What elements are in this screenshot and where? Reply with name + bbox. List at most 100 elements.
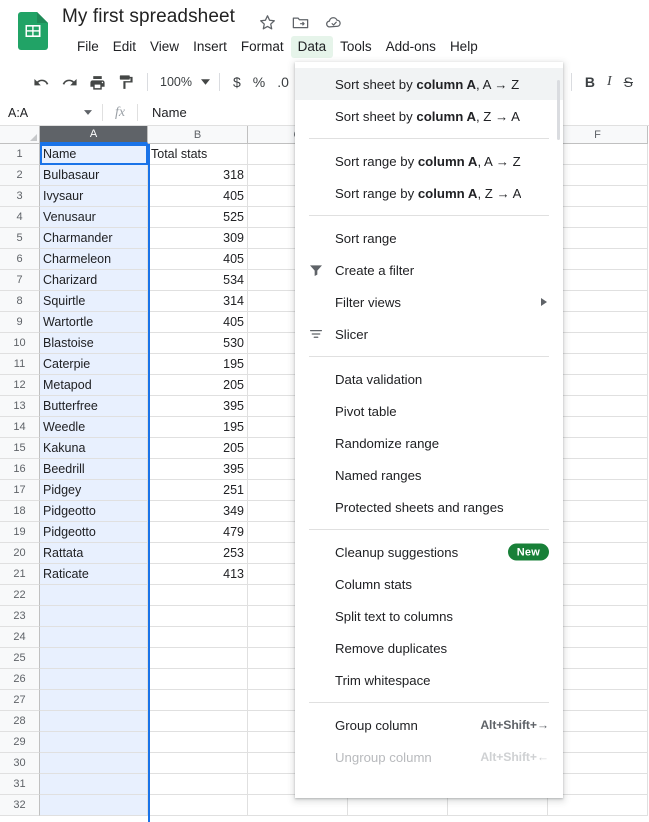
cell-F32[interactable] — [548, 795, 648, 816]
cell-A6[interactable]: Charmeleon — [40, 249, 148, 270]
row-header-17[interactable]: 17 — [0, 480, 40, 501]
bold-button[interactable]: B — [584, 74, 595, 90]
cell-B23[interactable] — [148, 606, 248, 627]
cell-B29[interactable] — [148, 732, 248, 753]
cell-F3[interactable] — [548, 186, 648, 207]
row-header-31[interactable]: 31 — [0, 774, 40, 795]
cell-F20[interactable] — [548, 543, 648, 564]
menu-item-pivot-table[interactable]: Pivot table — [295, 395, 563, 427]
cell-B22[interactable] — [148, 585, 248, 606]
cell-F28[interactable] — [548, 711, 648, 732]
cell-F9[interactable] — [548, 312, 648, 333]
menu-data[interactable]: Data — [290, 36, 334, 58]
cell-B12[interactable]: 205 — [148, 375, 248, 396]
menu-item-named-ranges[interactable]: Named ranges — [295, 459, 563, 491]
cell-C32[interactable] — [248, 795, 348, 816]
row-header-20[interactable]: 20 — [0, 543, 40, 564]
row-header-27[interactable]: 27 — [0, 690, 40, 711]
cell-B16[interactable]: 395 — [148, 459, 248, 480]
undo-icon[interactable] — [28, 69, 54, 95]
menu-item-sort-sheet-by-column-a-desc[interactable]: Sort sheet by column A, Z → A — [295, 100, 563, 132]
cell-B10[interactable]: 530 — [148, 333, 248, 354]
cell-B32[interactable] — [148, 795, 248, 816]
cell-F4[interactable] — [548, 207, 648, 228]
cell-A1[interactable]: Name — [40, 144, 148, 165]
row-header-25[interactable]: 25 — [0, 648, 40, 669]
menu-item-slicer[interactable]: Slicer — [295, 318, 563, 350]
cell-F21[interactable] — [548, 564, 648, 585]
currency-format-button[interactable]: $ — [233, 74, 241, 90]
star-icon[interactable] — [258, 13, 277, 32]
row-header-23[interactable]: 23 — [0, 606, 40, 627]
menu-item-data-validation[interactable]: Data validation — [295, 363, 563, 395]
row-header-16[interactable]: 16 — [0, 459, 40, 480]
cell-F24[interactable] — [548, 627, 648, 648]
cell-B2[interactable]: 318 — [148, 165, 248, 186]
document-title[interactable]: My first spreadsheet — [62, 6, 236, 27]
cell-A8[interactable]: Squirtle — [40, 291, 148, 312]
cell-F27[interactable] — [548, 690, 648, 711]
row-header-22[interactable]: 22 — [0, 585, 40, 606]
cell-B9[interactable]: 405 — [148, 312, 248, 333]
row-header-5[interactable]: 5 — [0, 228, 40, 249]
row-header-8[interactable]: 8 — [0, 291, 40, 312]
cell-B26[interactable] — [148, 669, 248, 690]
zoom-selector[interactable]: 100% — [155, 70, 212, 94]
google-sheets-logo[interactable] — [14, 12, 52, 50]
row-header-24[interactable]: 24 — [0, 627, 40, 648]
menu-view[interactable]: View — [150, 39, 180, 54]
row-header-18[interactable]: 18 — [0, 501, 40, 522]
cell-F2[interactable] — [548, 165, 648, 186]
row-header-19[interactable]: 19 — [0, 522, 40, 543]
menu-scrollbar[interactable] — [557, 80, 560, 140]
decrease-decimal-button[interactable]: .0 — [277, 74, 289, 90]
cell-B7[interactable]: 534 — [148, 270, 248, 291]
select-all-corner[interactable] — [0, 126, 40, 144]
cell-A30[interactable] — [40, 753, 148, 774]
menu-item-sort-range-by-column-a-asc[interactable]: Sort range by column A, A → Z — [295, 145, 563, 177]
cell-A16[interactable]: Beedrill — [40, 459, 148, 480]
row-header-28[interactable]: 28 — [0, 711, 40, 732]
row-header-14[interactable]: 14 — [0, 417, 40, 438]
cell-B28[interactable] — [148, 711, 248, 732]
menu-add-ons[interactable]: Add-ons — [385, 39, 436, 54]
column-header-b[interactable]: B — [148, 126, 248, 144]
cell-B11[interactable]: 195 — [148, 354, 248, 375]
cell-A15[interactable]: Kakuna — [40, 438, 148, 459]
cell-A14[interactable]: Weedle — [40, 417, 148, 438]
cell-A28[interactable] — [40, 711, 148, 732]
menu-tools[interactable]: Tools — [340, 39, 372, 54]
menu-edit[interactable]: Edit — [112, 39, 137, 54]
cell-F10[interactable] — [548, 333, 648, 354]
cell-F17[interactable] — [548, 480, 648, 501]
cell-A23[interactable] — [40, 606, 148, 627]
cell-A22[interactable] — [40, 585, 148, 606]
cell-F1[interactable] — [548, 144, 648, 165]
menu-item-trim-whitespace[interactable]: Trim whitespace — [295, 664, 563, 696]
cell-B14[interactable]: 195 — [148, 417, 248, 438]
cell-B5[interactable]: 309 — [148, 228, 248, 249]
menu-item-cleanup-suggestions[interactable]: Cleanup suggestions New — [295, 536, 563, 568]
cell-A12[interactable]: Metapod — [40, 375, 148, 396]
cell-F30[interactable] — [548, 753, 648, 774]
cell-B13[interactable]: 395 — [148, 396, 248, 417]
row-header-12[interactable]: 12 — [0, 375, 40, 396]
cell-A21[interactable]: Raticate — [40, 564, 148, 585]
row-header-32[interactable]: 32 — [0, 795, 40, 816]
menu-item-split-text-to-columns[interactable]: Split text to columns — [295, 600, 563, 632]
row-header-4[interactable]: 4 — [0, 207, 40, 228]
cell-A20[interactable]: Rattata — [40, 543, 148, 564]
cell-F23[interactable] — [548, 606, 648, 627]
percent-format-button[interactable]: % — [252, 74, 266, 90]
formula-input[interactable]: Name — [152, 105, 187, 120]
row-header-11[interactable]: 11 — [0, 354, 40, 375]
cell-A26[interactable] — [40, 669, 148, 690]
cell-B3[interactable]: 405 — [148, 186, 248, 207]
row-header-30[interactable]: 30 — [0, 753, 40, 774]
cell-A10[interactable]: Blastoise — [40, 333, 148, 354]
row-header-15[interactable]: 15 — [0, 438, 40, 459]
menu-insert[interactable]: Insert — [193, 39, 227, 54]
cell-A11[interactable]: Caterpie — [40, 354, 148, 375]
move-to-folder-icon[interactable] — [291, 13, 310, 32]
cell-B6[interactable]: 405 — [148, 249, 248, 270]
